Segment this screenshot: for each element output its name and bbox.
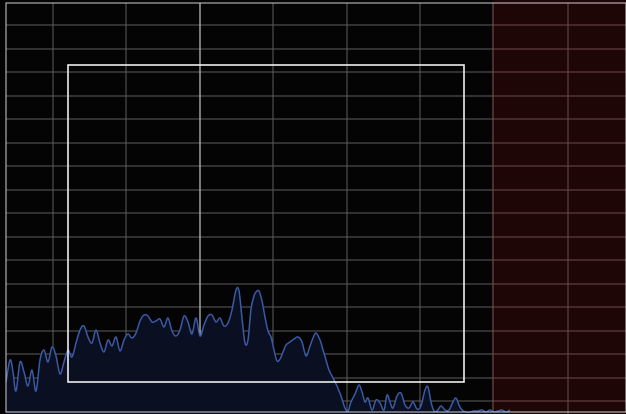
excluded-region[interactable]	[493, 0, 626, 414]
plot-border	[5, 2, 626, 413]
spectrum-trace[interactable]	[5, 286, 511, 413]
selection-box[interactable]	[67, 64, 465, 383]
